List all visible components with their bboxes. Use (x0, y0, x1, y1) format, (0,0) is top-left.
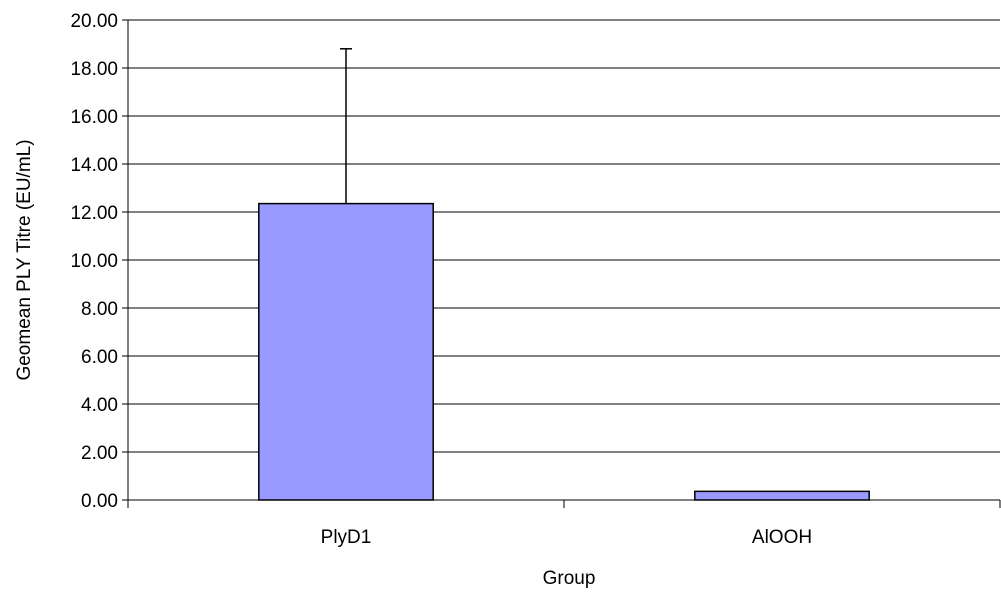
y-tick-label: 8.00 (81, 299, 118, 320)
bar-alooh (694, 490, 870, 501)
bar-plyd1 (258, 202, 434, 501)
y-axis-title: Geomean PLY Titre (EU/mL) (14, 139, 35, 380)
y-tick-label: 4.00 (81, 395, 118, 416)
y-tick-labels: 0.00 2.00 4.00 6.00 8.00 10.00 12.00 14.00 16.00… (70, 11, 118, 512)
x-tick-labels: PlyD1 AlOOH (321, 527, 812, 548)
x-tick-label: PlyD1 (321, 527, 372, 548)
y-tick-label: 20.00 (70, 11, 118, 32)
y-tick-label: 12.00 (70, 203, 118, 224)
bars (258, 202, 870, 501)
x-tick-label: AlOOH (752, 527, 812, 548)
axes (122, 19, 1001, 508)
y-tick-label: 10.00 (70, 251, 118, 272)
y-tick-label: 14.00 (70, 155, 118, 176)
y-tick-label: 16.00 (70, 107, 118, 128)
error-bars (340, 48, 352, 204)
y-tick-label: 6.00 (81, 347, 118, 368)
y-tick-label: 18.00 (70, 59, 118, 80)
x-axis-title: Group (543, 568, 596, 589)
y-tick-label: 2.00 (81, 443, 118, 464)
y-tick-label: 0.00 (81, 491, 118, 512)
